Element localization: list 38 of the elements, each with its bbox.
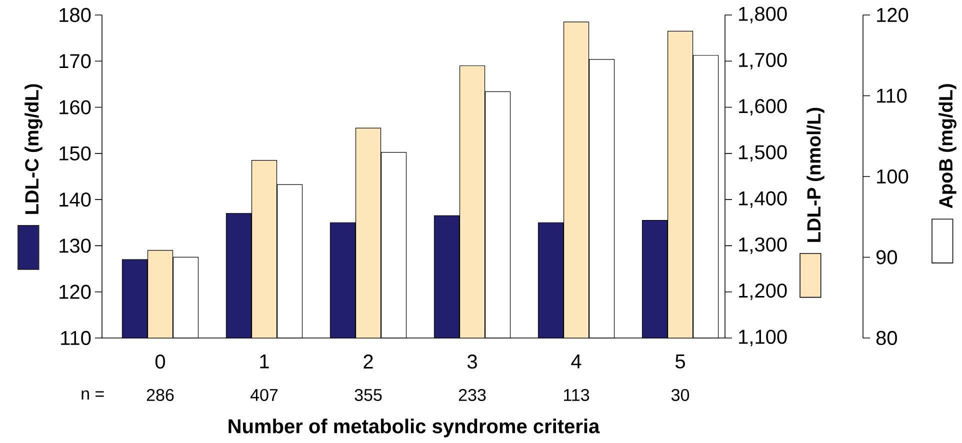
text: n = bbox=[82, 390, 104, 400]
y-tick-label: 120 bbox=[60, 284, 91, 299]
y3-tick-label: 80 bbox=[876, 330, 897, 346]
text: 233 bbox=[458, 388, 486, 402]
y2-axis-title: LDL-P (nmol/L) bbox=[806, 108, 824, 242]
y2-tick-label: 1,500 bbox=[739, 145, 787, 162]
y3-tick-label: 110 bbox=[877, 88, 907, 103]
y3-tick-label: 100 bbox=[877, 169, 908, 184]
y3-tick-label: 120 bbox=[877, 8, 908, 22]
y2-tick-label: 1,100 bbox=[739, 330, 787, 346]
y-tick-label: 130 bbox=[60, 238, 91, 253]
x-tick-label: 5 bbox=[676, 354, 686, 368]
text: 407 bbox=[250, 388, 278, 402]
y3-tick-label: 90 bbox=[876, 250, 897, 264]
x-tick-label: 3 bbox=[467, 354, 477, 369]
y-tick-label: 170 bbox=[60, 54, 91, 68]
text: 30 bbox=[671, 388, 690, 402]
text: 113 bbox=[564, 388, 590, 402]
x-tick-label: 1 bbox=[260, 354, 269, 368]
y-axis-title: LDL-C (mg/dL) bbox=[24, 84, 42, 214]
y-tick-label: 140 bbox=[60, 192, 91, 207]
y-tick-label: 180 bbox=[60, 8, 91, 22]
y-tick-label: 110 bbox=[61, 330, 91, 346]
text: 355 bbox=[354, 388, 382, 402]
y3-axis-title: ApoB (mg/dL) bbox=[938, 84, 956, 208]
x-tick-label: 0 bbox=[155, 354, 166, 369]
x-axis-title: Number of metabolic syndrome criteria bbox=[228, 418, 600, 438]
y2-tick-label: 1,400 bbox=[739, 191, 787, 208]
text: 286 bbox=[146, 388, 174, 402]
y2-tick-label: 1,800 bbox=[739, 6, 787, 24]
y2-tick-label: 1,700 bbox=[739, 52, 787, 70]
x-tick-label: 2 bbox=[364, 354, 373, 368]
y-tick-label: 150 bbox=[60, 146, 91, 160]
y2-tick-label: 1,600 bbox=[739, 99, 787, 116]
y2-tick-label: 1,200 bbox=[739, 284, 787, 300]
y2-tick-label: 1,300 bbox=[739, 237, 787, 254]
y-tick-label: 160 bbox=[60, 100, 91, 114]
x-tick-label: 4 bbox=[571, 354, 582, 368]
